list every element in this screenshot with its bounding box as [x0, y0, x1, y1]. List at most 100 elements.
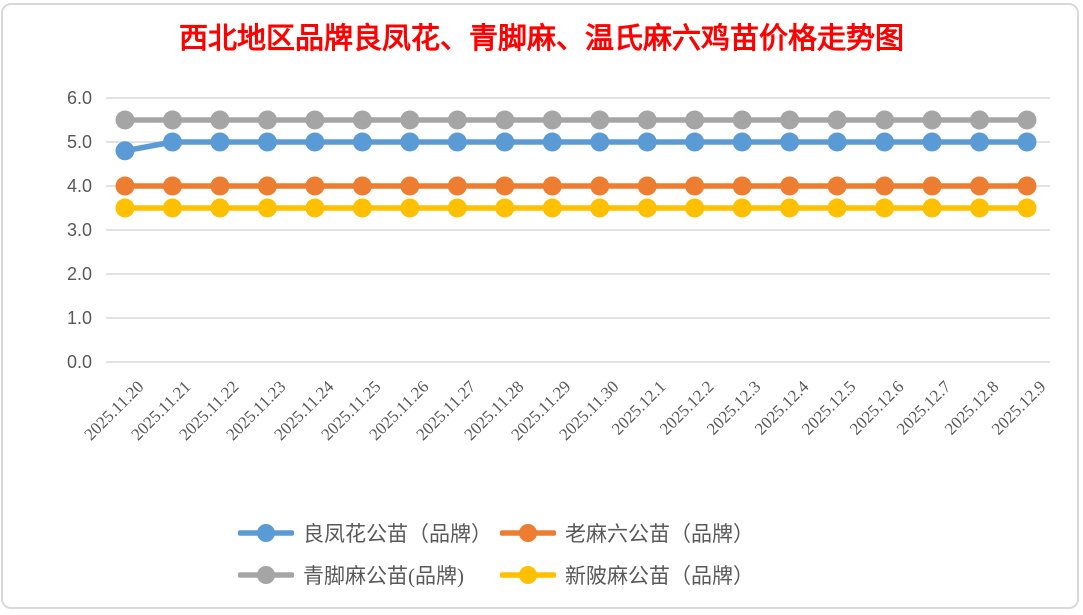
data-point-marker — [257, 176, 277, 196]
data-point-marker — [637, 176, 657, 196]
data-point-marker — [590, 110, 610, 130]
data-point-marker — [685, 110, 705, 130]
data-point-marker — [590, 198, 610, 218]
data-point-marker — [875, 132, 895, 152]
data-point-marker — [1017, 176, 1037, 196]
data-point-marker — [447, 110, 467, 130]
data-point-marker — [305, 176, 325, 196]
data-point-marker — [780, 198, 800, 218]
data-point-marker — [922, 176, 942, 196]
data-point-marker — [542, 198, 562, 218]
data-point-marker — [780, 132, 800, 152]
data-point-marker — [732, 176, 752, 196]
series-line-3 — [115, 198, 1037, 218]
y-axis-label: 2.0 — [66, 264, 92, 284]
data-point-marker — [352, 198, 372, 218]
legend-item-0: 良凤花公苗（品牌） — [238, 513, 500, 553]
data-point-marker — [780, 110, 800, 130]
data-point-marker — [780, 176, 800, 196]
data-point-marker — [732, 132, 752, 152]
data-point-marker — [400, 176, 420, 196]
data-point-marker — [115, 198, 135, 218]
data-point-marker — [305, 110, 325, 130]
data-point-marker — [827, 132, 847, 152]
data-point-marker — [162, 132, 182, 152]
data-point-marker — [305, 132, 325, 152]
series-line-2 — [115, 110, 1037, 130]
data-point-marker — [162, 110, 182, 130]
legend-item-1: 老麻六公苗（品牌） — [500, 513, 754, 553]
legend: 良凤花公苗（品牌） 老麻六公苗（品牌） 青脚麻公苗(品牌) 新陂麻公苗（品牌） — [238, 513, 754, 595]
legend-label: 青脚麻公苗(品牌) — [303, 564, 464, 588]
data-point-marker — [970, 198, 990, 218]
data-point-marker — [257, 132, 277, 152]
data-point-marker — [352, 110, 372, 130]
data-point-marker — [115, 110, 135, 130]
data-point-marker — [495, 176, 515, 196]
data-point-marker — [970, 176, 990, 196]
data-point-marker — [1017, 110, 1037, 130]
legend-label: 新陂麻公苗（品牌） — [565, 564, 754, 588]
legend-dot — [519, 524, 537, 542]
data-point-marker — [1017, 198, 1037, 218]
y-axis-label: 3.0 — [66, 220, 92, 240]
data-point-marker — [162, 176, 182, 196]
series-line-0 — [115, 132, 1037, 161]
data-point-marker — [495, 198, 515, 218]
y-axis-label: 1.0 — [66, 308, 92, 328]
data-point-marker — [400, 110, 420, 130]
legend-dot — [257, 524, 275, 542]
data-point-marker — [257, 110, 277, 130]
data-point-marker — [922, 110, 942, 130]
data-point-marker — [970, 110, 990, 130]
data-point-marker — [352, 176, 372, 196]
data-point-marker — [495, 132, 515, 152]
data-point-marker — [922, 198, 942, 218]
data-point-marker — [447, 176, 467, 196]
data-point-marker — [162, 198, 182, 218]
data-point-marker — [210, 132, 230, 152]
data-point-marker — [637, 198, 657, 218]
legend-marker-icon — [500, 524, 556, 542]
data-point-marker — [257, 198, 277, 218]
data-point-marker — [542, 176, 562, 196]
data-point-marker — [542, 132, 562, 152]
data-point-marker — [875, 176, 895, 196]
legend-dot — [519, 566, 537, 584]
data-point-marker — [352, 132, 372, 152]
data-point-marker — [210, 110, 230, 130]
data-point-marker — [542, 110, 562, 130]
data-point-marker — [827, 110, 847, 130]
data-point-marker — [637, 110, 657, 130]
legend-label: 良凤花公苗（品牌） — [303, 522, 492, 546]
data-point-marker — [1017, 132, 1037, 152]
y-axis-label: 6.0 — [66, 88, 92, 108]
data-point-marker — [115, 141, 135, 161]
data-point-marker — [590, 132, 610, 152]
data-point-marker — [827, 198, 847, 218]
legend-item-2: 青脚麻公苗(品牌) — [238, 555, 500, 595]
chart-border-frame — [1, 3, 1079, 609]
data-point-marker — [685, 198, 705, 218]
y-axis-label: 0.0 — [66, 352, 92, 372]
y-axis-label: 5.0 — [66, 132, 92, 152]
data-point-marker — [732, 198, 752, 218]
legend-marker-icon — [238, 566, 294, 584]
legend-marker-icon — [500, 566, 556, 584]
data-point-marker — [922, 132, 942, 152]
data-point-marker — [447, 198, 467, 218]
gridlines — [106, 97, 1050, 363]
data-point-marker — [590, 176, 610, 196]
legend-dot — [257, 566, 275, 584]
data-point-marker — [685, 132, 705, 152]
data-point-marker — [447, 132, 467, 152]
y-axis-label: 4.0 — [66, 176, 92, 196]
series-line-1 — [115, 176, 1037, 196]
data-point-marker — [115, 176, 135, 196]
data-point-marker — [875, 110, 895, 130]
data-point-marker — [732, 110, 752, 130]
data-point-marker — [827, 176, 847, 196]
data-point-marker — [637, 132, 657, 152]
